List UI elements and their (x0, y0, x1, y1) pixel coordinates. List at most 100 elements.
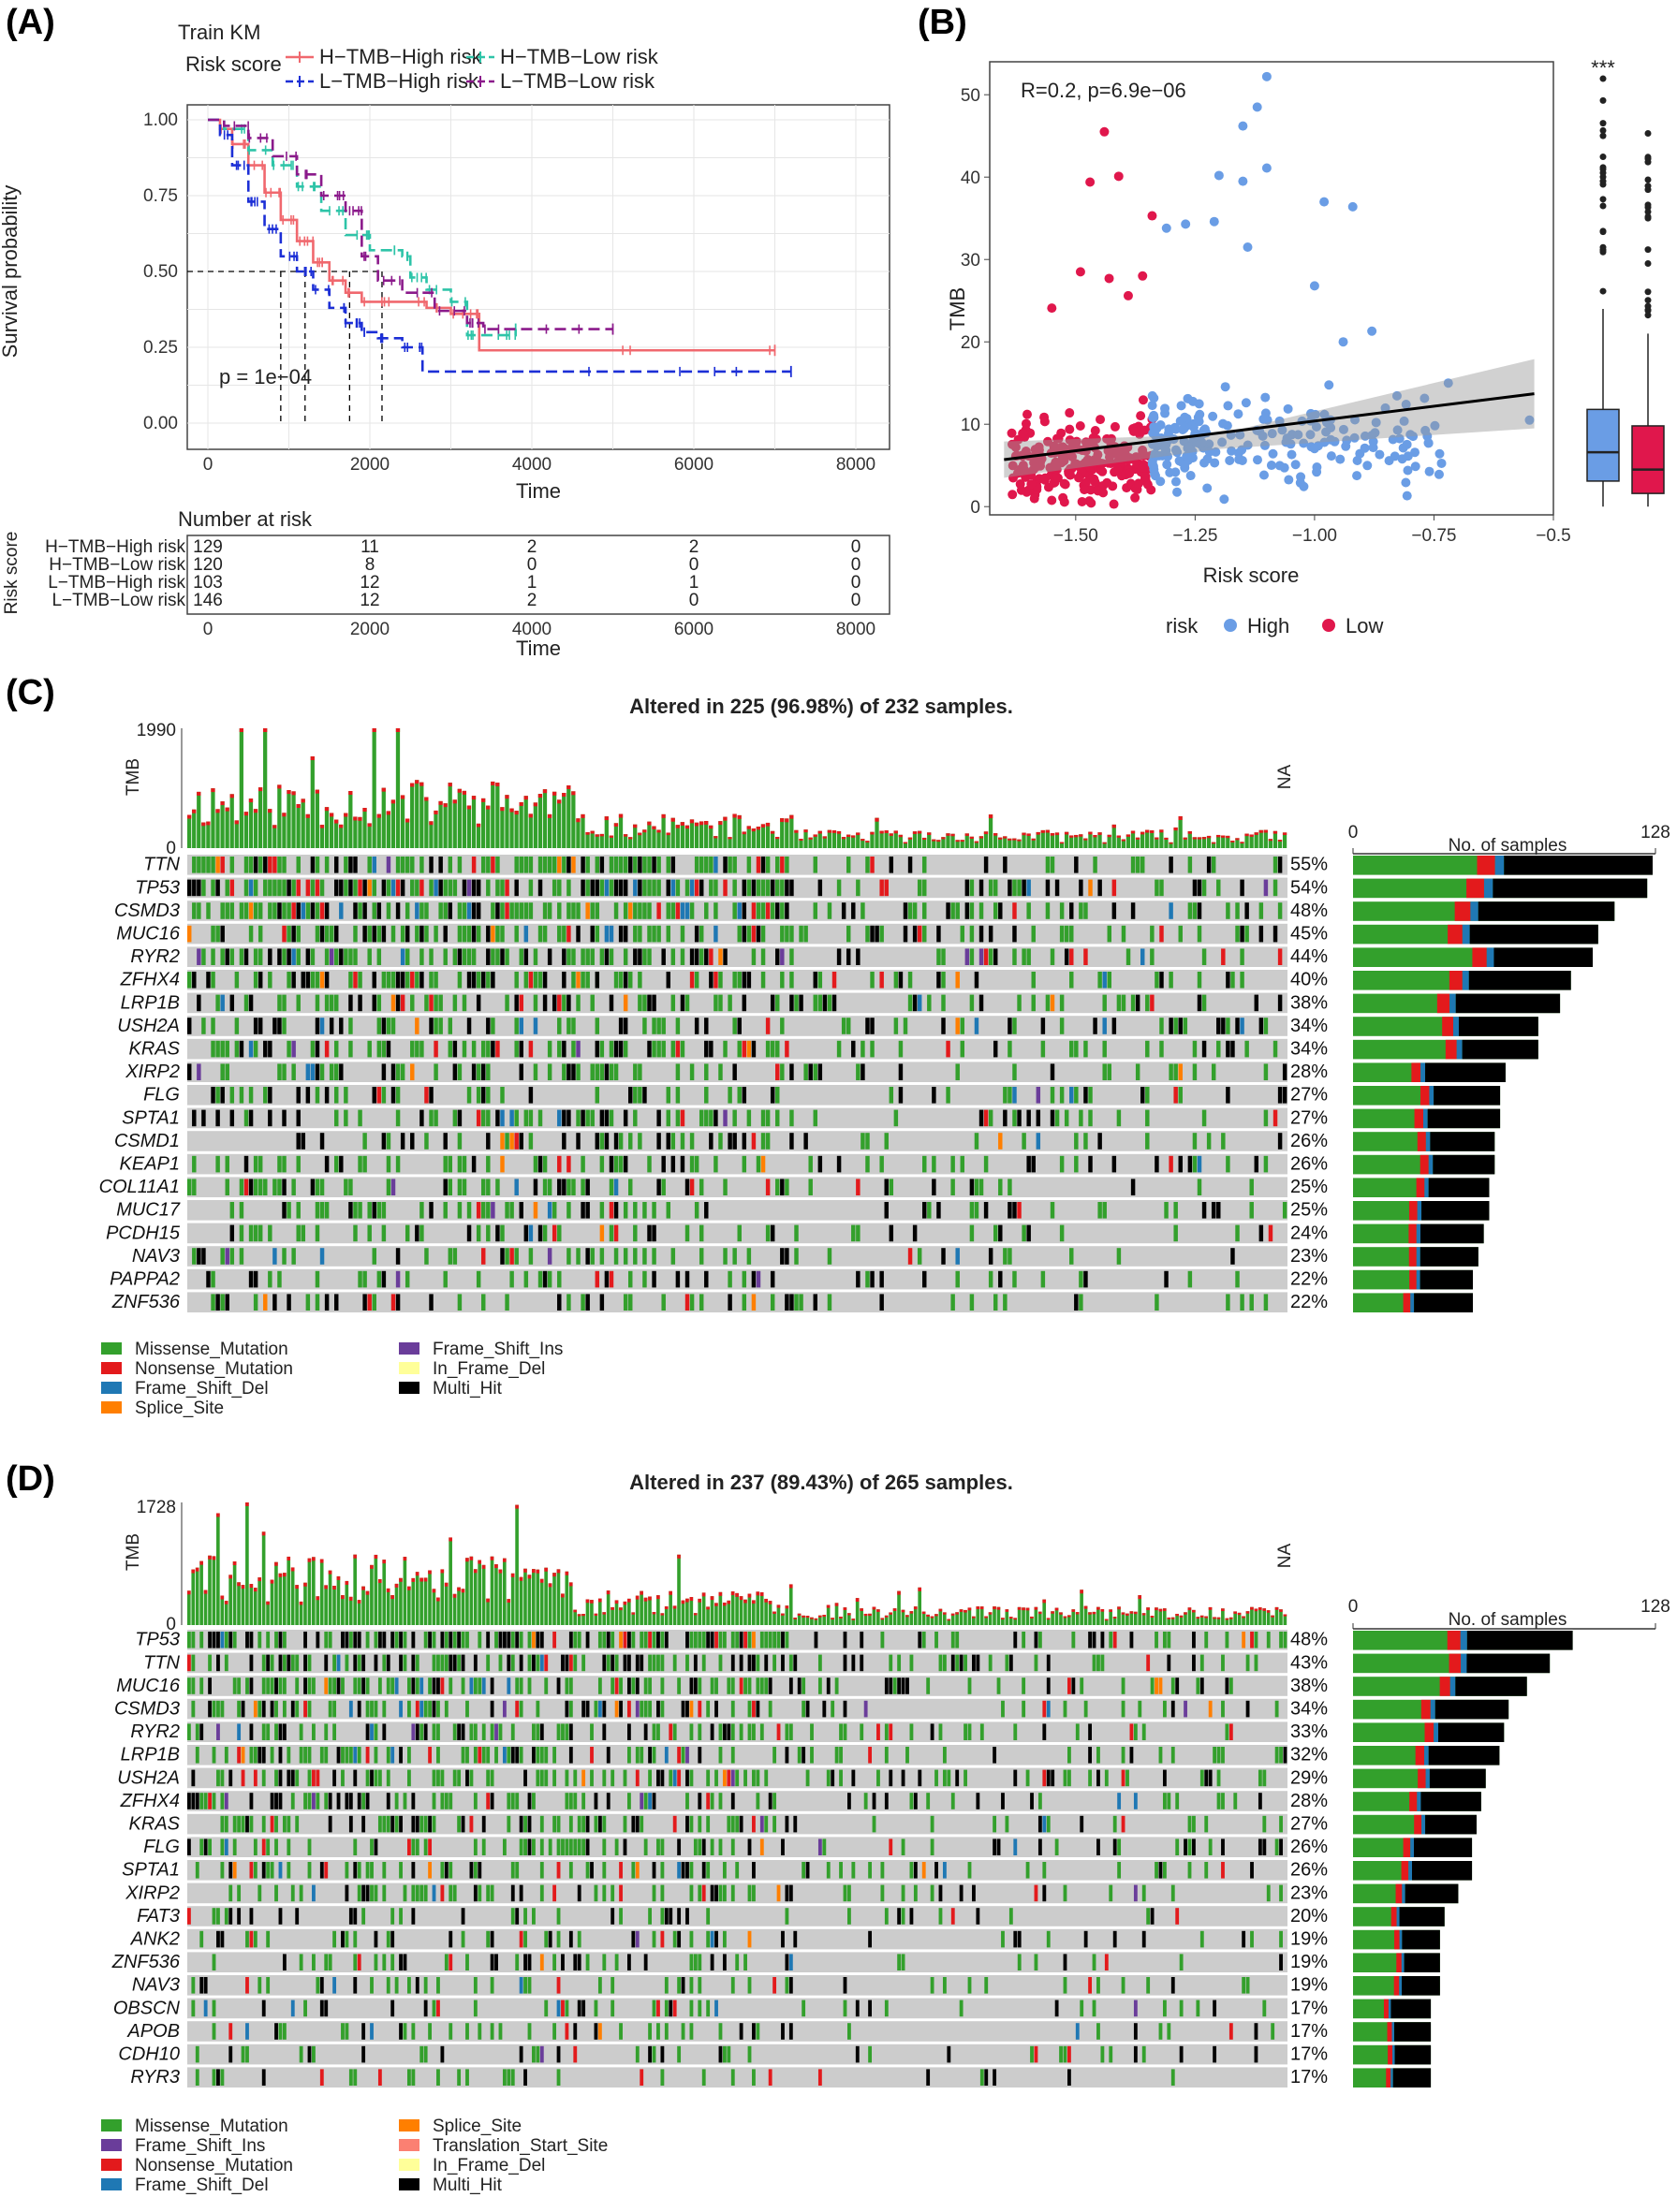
oncoplot-cell (643, 1793, 648, 1809)
oncoplot-cell (514, 1248, 519, 1265)
tmb-bar (533, 802, 537, 848)
oncoplot-cell (573, 1793, 578, 1809)
oncoplot-cell (527, 1977, 532, 1994)
oncoplot-cell (776, 1723, 781, 1740)
oncoplot-cell (515, 1862, 520, 1879)
oncoplot-cell (730, 1815, 735, 1833)
oncoplot-cell (249, 1862, 254, 1879)
oncoplot-cell (220, 1087, 225, 1104)
tmb-bar-cap (684, 825, 690, 829)
tmb-bar (789, 814, 794, 848)
oncoplot-cell (595, 1133, 600, 1150)
scatter-point-high (1152, 423, 1162, 433)
oncoplot-cell (1216, 1018, 1221, 1034)
oncoplot-cell (1054, 1838, 1059, 1855)
oncoplot-cell (532, 1838, 536, 1855)
oncoplot-cell (1197, 972, 1202, 989)
oncoplot-cell (1245, 1654, 1250, 1672)
tmb-bar-cap (1116, 835, 1121, 838)
oncoplot-cell (643, 1700, 648, 1718)
oncoplot-cell (1211, 1202, 1216, 1219)
oncoplot-cell (732, 1018, 737, 1034)
tmb-bar-cap (1245, 1611, 1250, 1614)
oncoplot-cell (539, 1954, 544, 1970)
oncoplot-cell (362, 925, 367, 943)
oncoplot-cell (339, 1018, 344, 1034)
gene-label: CSMD3 (114, 1699, 180, 1720)
oncoplot-cell (533, 972, 538, 989)
oncoplot-cell (187, 1723, 191, 1740)
scatter-point-low (1052, 473, 1063, 483)
oncoplot-cell (827, 1248, 832, 1265)
oncoplot-cell (270, 1677, 274, 1694)
oncoplot-cell (685, 1793, 689, 1809)
oncoplot-cell (514, 994, 519, 1012)
oncoplot-cell (544, 1654, 549, 1672)
oncoplot-cell (677, 1930, 682, 1948)
oncoplot-cell (723, 879, 728, 897)
oncoplot-cell (785, 1632, 789, 1648)
oncoplot-cell (946, 1040, 950, 1058)
tmb-bar-cap (737, 814, 742, 819)
oncoplot-cell (362, 1133, 367, 1150)
oncoplot-cell (599, 1224, 605, 1242)
oncoplot-cell (846, 925, 851, 943)
oncoplot-cell (457, 857, 463, 873)
boxplot-outlier (1599, 202, 1607, 210)
oncoplot-cell (552, 994, 557, 1012)
oncoplot-cell (367, 1040, 372, 1058)
oncoplot-cell (562, 1179, 566, 1195)
oncoplot-cell (817, 994, 823, 1012)
oncoplot-cell (523, 1838, 527, 1855)
oncoplot-cell (1071, 1677, 1076, 1694)
tmb-bar-cap (661, 813, 666, 818)
tmb-bar-cap (211, 788, 215, 793)
tmb-bar-cap (303, 1582, 307, 1587)
tmb-bar (505, 795, 509, 848)
tmb-bar-cap (666, 832, 670, 836)
tmb-bar (1130, 830, 1136, 848)
oncoplot-cell (390, 1677, 395, 1694)
oncoplot-cell (419, 1202, 424, 1219)
legend-swatch (101, 1362, 122, 1374)
tmb-bar-cap (851, 1619, 856, 1620)
side-bar-multi-hit (1420, 1247, 1478, 1267)
oncoplot-cell (527, 1815, 532, 1833)
tmb-bar-cap (936, 840, 941, 842)
tmb-bar (1102, 842, 1107, 848)
tmb-bar (974, 841, 978, 848)
oncoplot-cell (452, 1632, 457, 1648)
scatter-point-low (1007, 428, 1017, 438)
oncoplot-cell (1216, 1769, 1221, 1787)
oncoplot-cell (1022, 1677, 1026, 1694)
oncoplot-cell (533, 1179, 538, 1195)
oncoplot-cell (1107, 1063, 1112, 1080)
oncoplot-cell (197, 1063, 201, 1080)
tmb-bar-cap (727, 1600, 731, 1604)
oncoplot-row-bg (187, 1652, 1287, 1674)
oncoplot-cell (212, 1632, 216, 1648)
oncoplot-cell (699, 857, 704, 873)
oncoplot-cell (234, 1018, 240, 1034)
tmb-bar (870, 831, 875, 848)
oncoplot-cell (699, 948, 704, 965)
oncoplot-cell (440, 1793, 445, 1809)
oncoplot-cell (669, 1908, 673, 1925)
oncoplot-cell (756, 1654, 760, 1672)
oncoplot-cell (1158, 1862, 1163, 1879)
oncoplot-cell (539, 1815, 544, 1833)
oncoplot-row-bg (187, 1062, 1287, 1082)
tmb-bar (775, 836, 780, 848)
oncoplot-cell (381, 925, 387, 943)
oncoplot-cell (770, 1294, 775, 1311)
oncoplot-cell (519, 857, 523, 873)
oncoplot-cell (1254, 994, 1259, 1012)
oncoplot-cell (358, 994, 362, 1012)
oncoplot-cell (1008, 1087, 1012, 1104)
oncoplot-cell (215, 1087, 220, 1104)
oncoplot-cell (415, 1654, 419, 1672)
oncoplot-cell (237, 1747, 242, 1764)
oncoplot-cell (1150, 925, 1155, 943)
oncoplot-cell (390, 2000, 395, 2017)
tmb-bar-cap (984, 1616, 988, 1619)
